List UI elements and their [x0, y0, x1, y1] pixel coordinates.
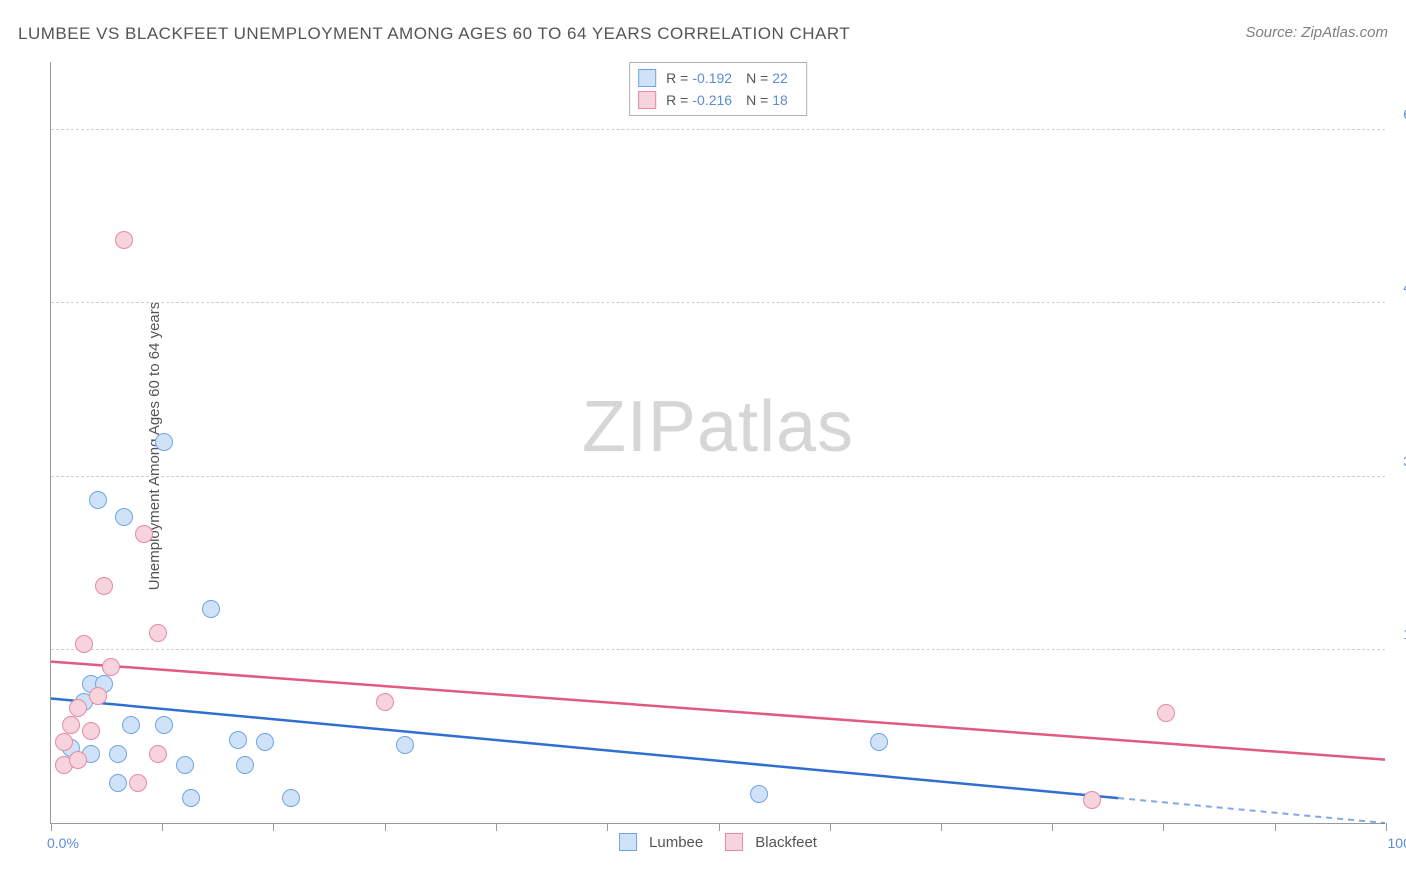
swatch-blackfeet	[638, 91, 656, 109]
r-label: R =	[666, 70, 688, 86]
stats-row-lumbee: R = -0.192 N = 22	[638, 67, 798, 89]
n-label: N =	[746, 92, 768, 108]
r-label: R =	[666, 92, 688, 108]
trendline-lumbee	[51, 698, 1118, 798]
data-point-blackfeet	[95, 577, 113, 595]
data-point-blackfeet	[149, 624, 167, 642]
x-tick	[830, 823, 831, 831]
stats-row-blackfeet: R = -0.216 N = 18	[638, 89, 798, 111]
stats-box: R = -0.192 N = 22 R = -0.216 N = 18	[629, 62, 807, 116]
data-point-blackfeet	[69, 751, 87, 769]
data-point-lumbee	[202, 600, 220, 618]
data-point-blackfeet	[82, 722, 100, 740]
gridline	[51, 649, 1385, 650]
chart-title: LUMBEE VS BLACKFEET UNEMPLOYMENT AMONG A…	[18, 24, 850, 44]
data-point-blackfeet	[1083, 791, 1101, 809]
data-point-lumbee	[115, 508, 133, 526]
data-point-lumbee	[109, 774, 127, 792]
data-point-blackfeet	[89, 687, 107, 705]
legend-label-blackfeet: Blackfeet	[755, 834, 817, 851]
legend-swatch-lumbee	[619, 833, 637, 851]
x-tick	[719, 823, 720, 831]
data-point-blackfeet	[62, 716, 80, 734]
data-point-blackfeet	[115, 231, 133, 249]
plot-area: ZIPatlas R = -0.192 N = 22 R = -0.216 N …	[50, 62, 1385, 824]
data-point-lumbee	[122, 716, 140, 734]
gridline	[51, 129, 1385, 130]
trendline-blackfeet	[51, 662, 1385, 760]
trend-lines	[51, 62, 1385, 823]
x-tick-100: 100.0%	[1388, 835, 1406, 851]
data-point-lumbee	[256, 733, 274, 751]
legend-item-blackfeet: Blackfeet	[725, 833, 817, 851]
data-point-lumbee	[396, 736, 414, 754]
r-value-lumbee: -0.192	[692, 70, 732, 86]
data-point-lumbee	[750, 785, 768, 803]
x-tick	[273, 823, 274, 831]
data-point-lumbee	[176, 756, 194, 774]
data-point-blackfeet	[55, 733, 73, 751]
data-point-blackfeet	[75, 635, 93, 653]
legend: Lumbee Blackfeet	[619, 833, 817, 851]
source-label: Source: ZipAtlas.com	[1245, 24, 1388, 41]
data-point-lumbee	[282, 789, 300, 807]
data-point-lumbee	[109, 745, 127, 763]
swatch-lumbee	[638, 69, 656, 87]
x-tick-0: 0.0%	[47, 835, 79, 851]
x-tick	[1386, 823, 1387, 831]
trendline-dash-lumbee	[1118, 798, 1385, 823]
data-point-lumbee	[229, 731, 247, 749]
x-tick	[162, 823, 163, 831]
x-tick	[1275, 823, 1276, 831]
x-tick	[385, 823, 386, 831]
legend-item-lumbee: Lumbee	[619, 833, 703, 851]
n-value-lumbee: 22	[772, 70, 788, 86]
data-point-blackfeet	[69, 699, 87, 717]
x-tick	[1163, 823, 1164, 831]
legend-label-lumbee: Lumbee	[649, 834, 703, 851]
data-point-lumbee	[155, 716, 173, 734]
x-tick	[1052, 823, 1053, 831]
legend-swatch-blackfeet	[725, 833, 743, 851]
data-point-blackfeet	[376, 693, 394, 711]
data-point-blackfeet	[1157, 704, 1175, 722]
gridline	[51, 476, 1385, 477]
data-point-blackfeet	[129, 774, 147, 792]
n-value-blackfeet: 18	[772, 92, 788, 108]
data-point-blackfeet	[102, 658, 120, 676]
gridline	[51, 302, 1385, 303]
data-point-lumbee	[89, 491, 107, 509]
r-value-blackfeet: -0.216	[692, 92, 732, 108]
data-point-lumbee	[182, 789, 200, 807]
data-point-blackfeet	[135, 525, 153, 543]
x-tick	[51, 823, 52, 831]
n-label: N =	[746, 70, 768, 86]
data-point-blackfeet	[149, 745, 167, 763]
data-point-lumbee	[155, 433, 173, 451]
x-tick	[607, 823, 608, 831]
data-point-lumbee	[236, 756, 254, 774]
x-tick	[941, 823, 942, 831]
x-tick	[496, 823, 497, 831]
data-point-lumbee	[870, 733, 888, 751]
